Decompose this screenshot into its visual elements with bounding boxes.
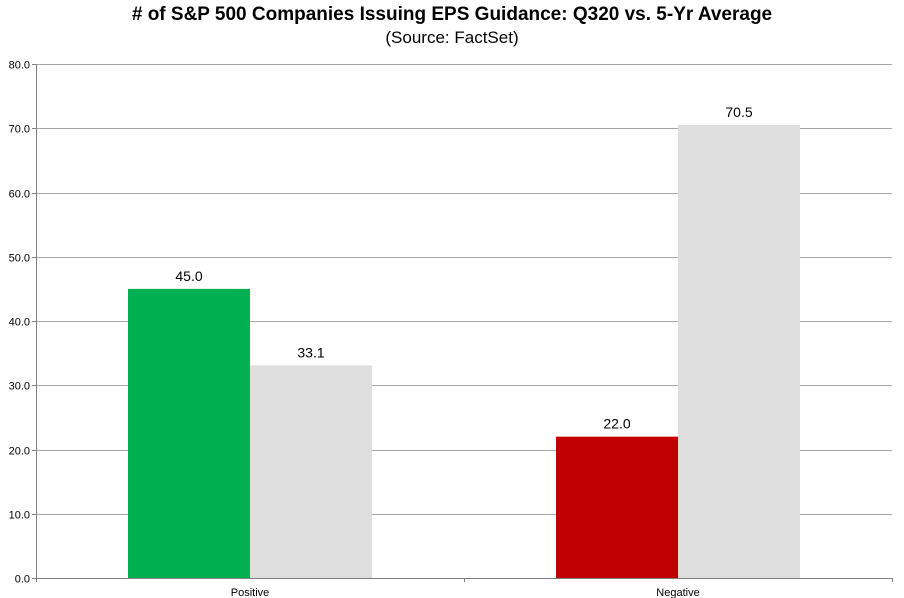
bar-positive-series-2	[250, 365, 372, 578]
y-tick-label: 0.0	[15, 574, 30, 586]
x-category-label: Positive	[231, 587, 270, 598]
bar-positive-series-1	[128, 288, 250, 578]
y-tick-label: 60.0	[9, 189, 30, 201]
y-tick-label: 50.0	[9, 253, 30, 265]
chart-subtitle: (Source: FactSet)	[385, 28, 519, 47]
y-tick-label: 20.0	[9, 446, 30, 458]
y-tick-label: 10.0	[9, 510, 30, 522]
data-label: 45.0	[175, 268, 202, 284]
y-tick-label: 30.0	[9, 381, 30, 393]
y-tick-label: 70.0	[9, 124, 30, 136]
x-category-label: Negative	[656, 587, 699, 598]
data-label: 70.5	[725, 104, 752, 120]
labels: 0.0 10.0 20.0 30.0 40.0 50.0 60.0 70.0 80.0 45.0 3…	[9, 60, 753, 598]
data-label: 33.1	[297, 344, 324, 360]
bar-negative-series-1	[556, 436, 678, 578]
data-label: 22.0	[603, 416, 630, 432]
bar-negative-series-2	[678, 125, 800, 578]
chart-title: # of S&P 500 Companies Issuing EPS Guida…	[131, 4, 773, 25]
axes	[32, 64, 893, 582]
y-tick-label: 80.0	[9, 60, 30, 72]
y-tick-label: 40.0	[9, 317, 30, 329]
bars	[128, 125, 800, 578]
